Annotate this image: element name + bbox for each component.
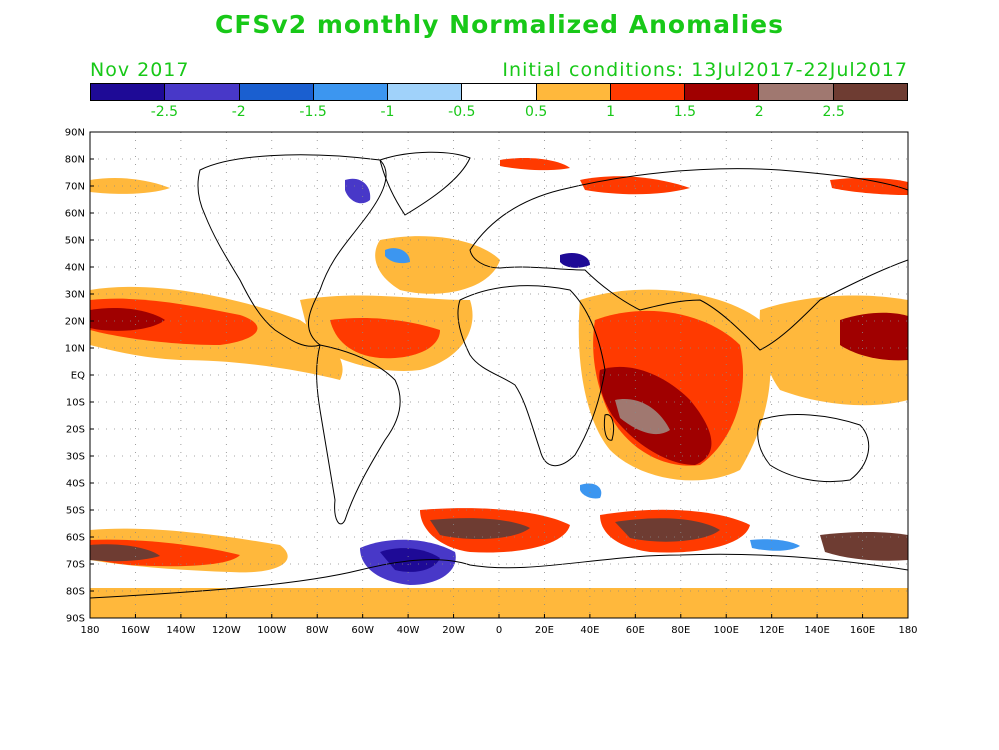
anomaly-region xyxy=(750,539,800,551)
anomaly-region xyxy=(560,253,590,268)
legend-swatch xyxy=(685,84,760,100)
legend-label: 2.5 xyxy=(822,104,845,120)
lat-tick-label: 90S xyxy=(66,614,85,625)
anomaly-region xyxy=(375,236,500,294)
lon-tick-label: 120E xyxy=(759,625,784,636)
lon-tick-label: 140E xyxy=(804,625,829,636)
lon-tick-label: 180 xyxy=(898,625,917,636)
legend-swatch xyxy=(388,84,463,100)
anomaly-region xyxy=(345,178,371,204)
lat-tick-label: 90N xyxy=(65,128,85,139)
color-legend-bar xyxy=(90,83,908,101)
longitude-axis: 180 160W 140W 120W 100W 80W 60W 40W 20W 0 20E 40E 60… xyxy=(80,614,918,636)
coastline xyxy=(757,414,870,483)
lon-tick-label: 160W xyxy=(121,625,150,636)
legend-label: -1.5 xyxy=(299,104,327,120)
legend-label: 2 xyxy=(754,104,764,120)
lat-tick-label: 10N xyxy=(65,344,85,355)
lat-tick-label: 10S xyxy=(66,398,85,409)
lon-tick-label: 80E xyxy=(671,625,690,636)
anomaly-region xyxy=(430,518,530,540)
lat-tick-label: 80N xyxy=(65,155,85,166)
legend-swatch xyxy=(462,84,537,100)
coastline xyxy=(316,344,401,525)
anomaly-region xyxy=(580,176,690,195)
latitude-axis: 90N 80N 70N 60N 50N 40N 30N 20N 10N EQ 10S 20S 30S 40… xyxy=(65,128,94,625)
legend-label: 0.5 xyxy=(525,104,548,120)
anomaly-region xyxy=(330,318,440,359)
legend-swatch xyxy=(759,84,834,100)
lat-tick-label: 30N xyxy=(65,290,85,301)
legend-swatch xyxy=(165,84,240,100)
coastline xyxy=(603,414,615,441)
lon-tick-label: 0 xyxy=(496,625,502,636)
anomaly-region xyxy=(580,483,602,499)
lat-tick-label: 40N xyxy=(65,263,85,274)
legend-swatch xyxy=(610,84,686,100)
anomaly-region xyxy=(380,548,440,572)
coastline xyxy=(469,168,908,351)
lon-tick-label: 60W xyxy=(351,625,374,636)
legend-label: -0.5 xyxy=(448,104,476,120)
legend-swatch xyxy=(313,84,389,100)
legend-swatch xyxy=(536,84,611,100)
legend-label: -2.5 xyxy=(150,104,179,120)
anomaly-region xyxy=(820,531,908,561)
anomaly-region xyxy=(385,248,410,264)
lat-tick-label: 20N xyxy=(65,317,85,328)
lat-tick-label: 70S xyxy=(66,560,85,571)
anomaly-region xyxy=(840,312,908,361)
coastline xyxy=(457,285,606,467)
map-title: CFSv2 monthly Normalized Anomalies xyxy=(215,10,784,39)
lat-tick-label: 50S xyxy=(66,506,85,517)
lon-tick-label: 40E xyxy=(580,625,599,636)
lat-tick-label: 20S xyxy=(66,425,85,436)
valid-month-label: Nov 2017 xyxy=(90,59,190,81)
anomaly-region xyxy=(90,588,908,618)
lon-tick-label: 180 xyxy=(80,625,99,636)
lon-tick-label: 40W xyxy=(397,625,420,636)
coastlines xyxy=(90,151,908,599)
legend-swatch xyxy=(833,84,907,100)
anomaly-region xyxy=(90,544,160,562)
lon-tick-label: 100W xyxy=(257,625,286,636)
legend-label: -1 xyxy=(380,104,395,120)
lat-tick-label: 50N xyxy=(65,236,85,247)
initial-conditions-label: Initial conditions: 13Jul2017-22Jul2017 xyxy=(502,59,908,81)
lat-tick-label: 40S xyxy=(66,479,85,490)
lon-tick-label: 20W xyxy=(442,625,465,636)
legend-label: -2 xyxy=(231,104,246,120)
lat-tick-label: 80S xyxy=(66,587,85,598)
lat-tick-label: EQ xyxy=(71,371,85,382)
lon-tick-label: 80W xyxy=(306,625,329,636)
lon-tick-label: 160E xyxy=(850,625,875,636)
lon-tick-label: 20E xyxy=(535,625,554,636)
anomaly-region xyxy=(615,399,670,435)
lat-tick-label: 60S xyxy=(66,533,85,544)
graticule xyxy=(90,132,908,618)
lon-tick-label: 140W xyxy=(166,625,195,636)
coastline xyxy=(90,553,908,599)
anomaly-region xyxy=(830,177,908,195)
anomaly-region xyxy=(90,308,165,331)
legend-label: 1.5 xyxy=(673,104,697,120)
lon-tick-label: 60E xyxy=(626,625,645,636)
anomaly-region xyxy=(615,518,720,542)
lat-tick-label: 60N xyxy=(65,209,85,220)
legend-label: 1 xyxy=(606,104,615,120)
lon-tick-label: 100E xyxy=(714,625,739,636)
legend-swatch xyxy=(91,84,166,100)
anomaly-region xyxy=(500,157,570,171)
lat-tick-label: 30S xyxy=(66,452,85,463)
legend-swatch xyxy=(239,84,314,100)
lon-tick-label: 120W xyxy=(212,625,241,636)
lat-tick-label: 70N xyxy=(65,182,85,193)
coastline xyxy=(379,151,471,216)
